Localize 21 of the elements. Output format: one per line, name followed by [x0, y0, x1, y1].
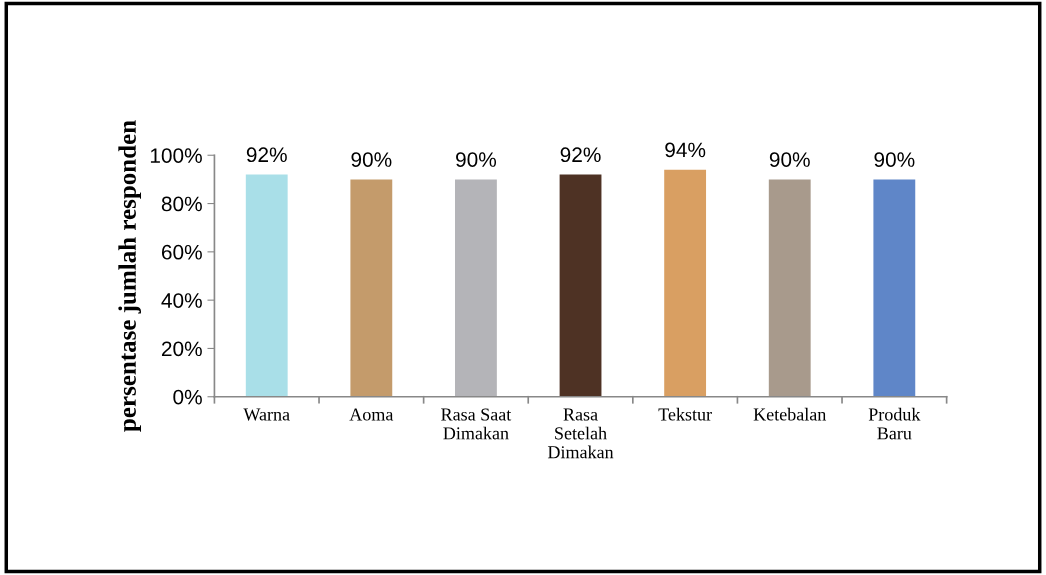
y-tick-label: 40% — [161, 293, 202, 308]
data-label: 90% — [351, 152, 392, 167]
data-label: 92% — [560, 147, 601, 163]
x-tick-label: Tekstur — [658, 407, 712, 421]
x-tick-label: Produk Baru — [868, 407, 921, 440]
data-label: 92% — [246, 147, 287, 163]
data-label: 90% — [874, 152, 915, 167]
x-tick-label: Warna — [243, 408, 290, 421]
y-axis-title: persentase jumlah responden — [118, 120, 142, 432]
x-tick-label: Ketebalan — [753, 407, 827, 421]
x-tick-label: Aoma — [349, 408, 394, 421]
y-tick-label: 0% — [173, 389, 202, 405]
y-tick-label: 100% — [150, 148, 202, 163]
y-tick-label: 80% — [161, 196, 202, 212]
y-tick-label: 20% — [161, 341, 202, 357]
data-label: 90% — [769, 152, 810, 167]
data-label: 94% — [665, 142, 706, 158]
y-tick-label: 60% — [161, 244, 202, 260]
data-label: 90% — [456, 152, 497, 167]
x-tick-label: Rasa Saat Dimakan — [441, 408, 512, 440]
x-tick-label: Rasa Setelah Dimakan — [547, 408, 614, 459]
